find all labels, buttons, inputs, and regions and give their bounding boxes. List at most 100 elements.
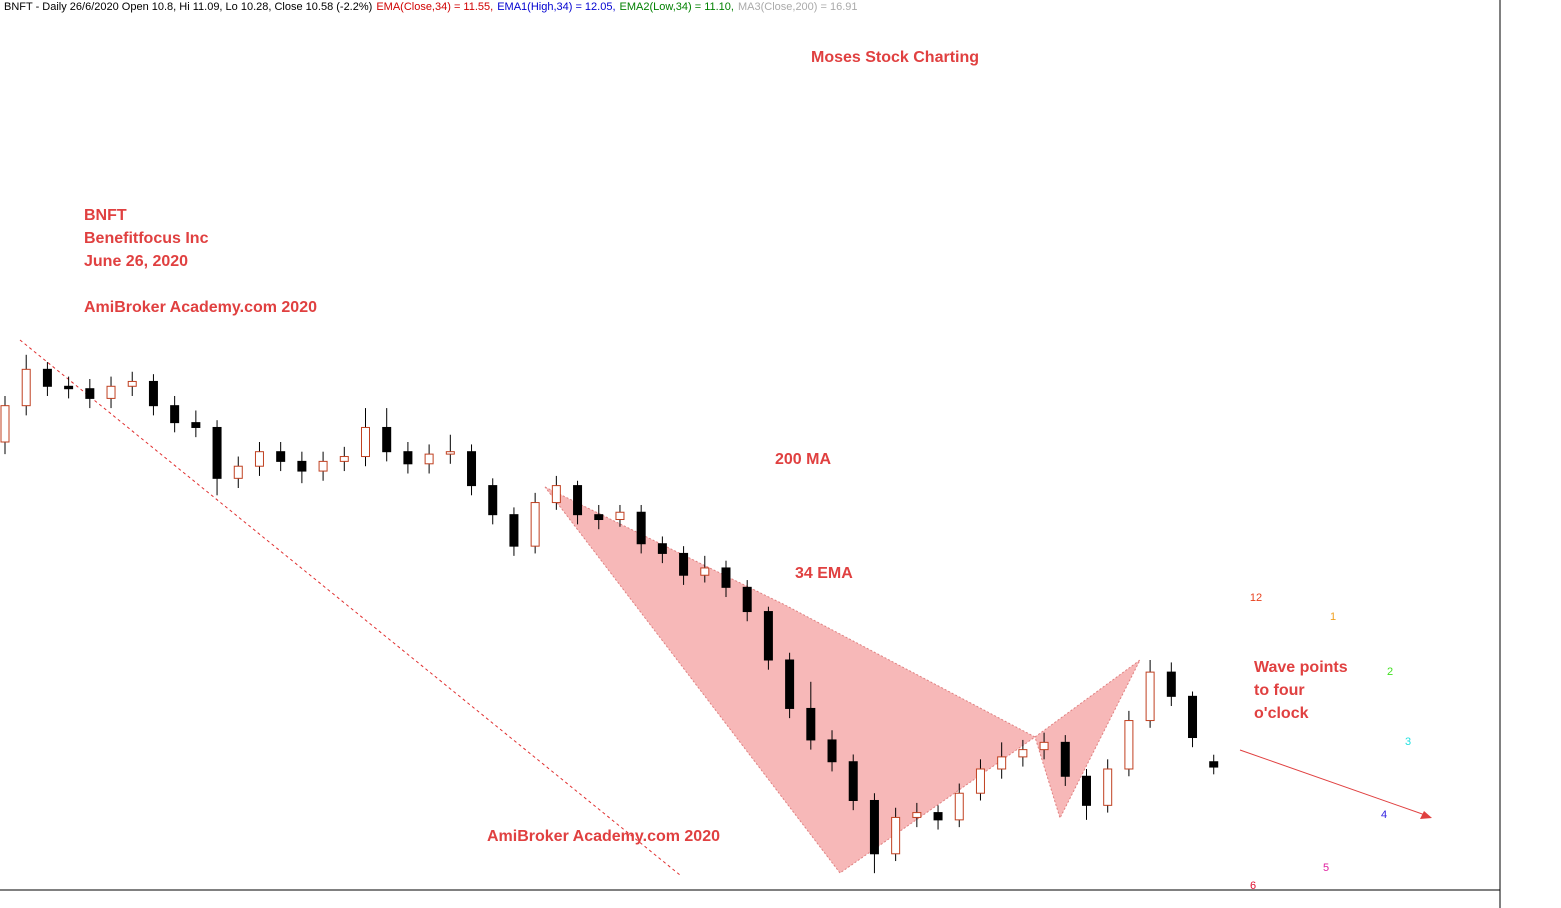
clock-number: 2 xyxy=(1387,666,1393,678)
body xyxy=(636,511,646,545)
candle xyxy=(657,536,667,564)
body xyxy=(21,368,31,407)
body xyxy=(318,460,328,472)
candle xyxy=(509,507,519,556)
clock-number: 6 xyxy=(1250,880,1256,892)
candle xyxy=(997,742,1007,779)
candle xyxy=(721,560,731,598)
candle xyxy=(615,504,625,527)
candle xyxy=(912,802,922,828)
candle xyxy=(679,546,689,585)
info: June 26, 2020 xyxy=(84,253,188,270)
candle xyxy=(551,475,561,510)
body xyxy=(1039,741,1049,751)
info: Benefitfocus Inc xyxy=(84,230,209,247)
candle xyxy=(891,807,901,862)
candle xyxy=(360,408,370,467)
candle xyxy=(869,793,879,874)
clock-number: 5 xyxy=(1323,862,1329,874)
candle xyxy=(85,379,95,409)
body xyxy=(0,405,10,443)
header-part: BNFT - Daily 26/6/2020 Open 10.8, Hi 11.… xyxy=(4,1,372,13)
body xyxy=(1188,695,1198,739)
body xyxy=(1103,768,1113,806)
candle xyxy=(0,395,10,455)
candle xyxy=(339,446,349,472)
body xyxy=(551,485,561,504)
candle xyxy=(1103,759,1113,813)
body xyxy=(212,426,222,479)
body xyxy=(445,451,455,455)
arrow-head xyxy=(1420,811,1432,819)
body xyxy=(1209,761,1219,768)
body xyxy=(488,485,498,516)
candle xyxy=(467,444,477,496)
annotation: 34 EMA xyxy=(795,565,853,582)
candle xyxy=(954,783,964,828)
body xyxy=(997,756,1007,770)
body xyxy=(700,567,710,576)
body xyxy=(827,739,837,763)
header: BNFT - Daily 26/6/2020 Open 10.8, Hi 11.… xyxy=(4,1,858,13)
body xyxy=(360,426,370,458)
candle xyxy=(127,371,137,396)
candle xyxy=(445,434,455,464)
body xyxy=(148,380,158,407)
wave-note: Wave points xyxy=(1254,659,1348,676)
body xyxy=(42,368,52,387)
candle xyxy=(297,451,307,484)
body xyxy=(1018,749,1028,758)
body xyxy=(1081,775,1091,806)
candle xyxy=(276,442,286,472)
body xyxy=(954,792,964,821)
candle xyxy=(1188,691,1198,748)
wave-note: o'clock xyxy=(1254,705,1309,722)
body xyxy=(763,611,773,661)
candle xyxy=(1145,659,1155,728)
body xyxy=(912,812,922,818)
trend-line xyxy=(19,339,681,876)
candle xyxy=(742,580,752,622)
body xyxy=(530,502,540,547)
body xyxy=(891,816,901,855)
clock-number: 1 xyxy=(1330,611,1336,623)
body xyxy=(276,451,286,462)
body xyxy=(297,460,307,472)
body xyxy=(254,451,264,467)
candle xyxy=(1209,754,1219,775)
candle xyxy=(106,376,116,409)
body xyxy=(1166,671,1176,697)
body xyxy=(339,456,349,462)
body xyxy=(615,511,625,521)
header-part: EMA2(Low,34) = 11.10, xyxy=(620,1,734,13)
header-part: EMA(Close,34) = 11.55, xyxy=(376,1,493,13)
candle xyxy=(530,492,540,554)
candle xyxy=(594,504,604,530)
candle xyxy=(424,444,434,474)
clock-number: 4 xyxy=(1381,809,1387,821)
candles xyxy=(0,354,1219,874)
body xyxy=(85,388,95,399)
candle xyxy=(212,420,222,496)
body xyxy=(933,812,943,821)
body xyxy=(573,485,583,516)
info: AmiBroker Academy.com 2020 xyxy=(84,299,317,316)
candle xyxy=(700,555,710,583)
candle xyxy=(1018,739,1028,767)
body xyxy=(170,405,180,424)
candle xyxy=(318,451,328,481)
body xyxy=(742,586,752,613)
body xyxy=(679,552,689,576)
body xyxy=(191,422,201,428)
candle xyxy=(254,442,264,476)
candle xyxy=(573,480,583,525)
candle xyxy=(64,376,74,399)
candle xyxy=(403,442,413,474)
body xyxy=(403,451,413,465)
candle xyxy=(806,681,816,750)
body xyxy=(1145,671,1155,722)
candle xyxy=(170,395,180,433)
body xyxy=(785,659,795,709)
candle xyxy=(233,456,243,489)
candle xyxy=(191,410,201,438)
